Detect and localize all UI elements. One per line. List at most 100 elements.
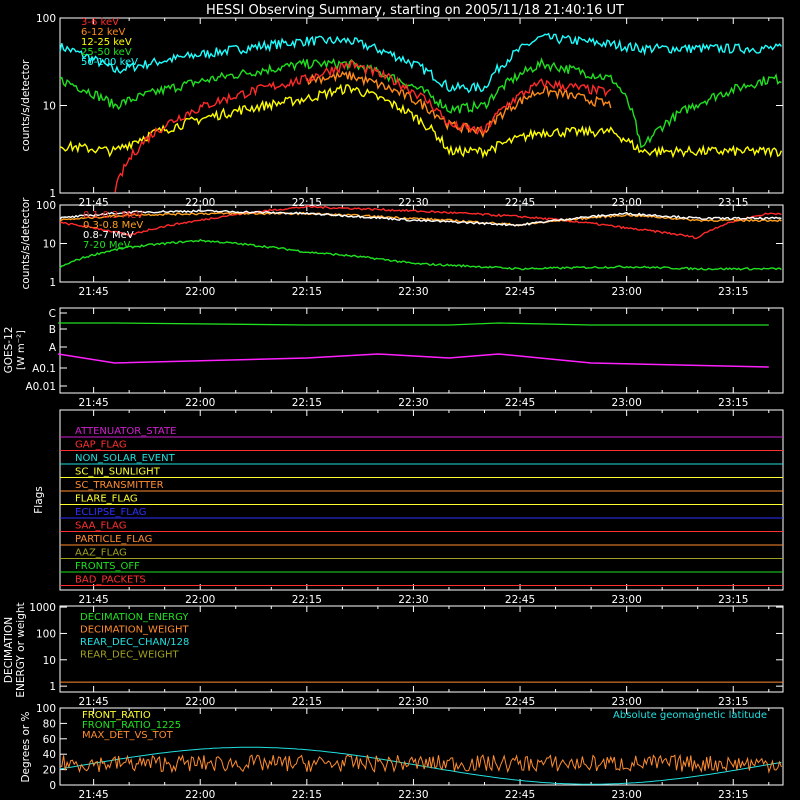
y-tick-label: 100 [36, 628, 56, 640]
y-axis-label: Degrees or % [20, 711, 32, 782]
y-tick-label: 0 [49, 780, 56, 792]
time-tick-label: 23:15 [718, 789, 748, 800]
y-axis-label: counts/s/detector [20, 197, 32, 290]
y-tick-label: 10 [43, 239, 56, 251]
time-tick-label: 22:45 [505, 696, 535, 708]
time-tick-label: 23:00 [612, 397, 642, 409]
time-tick-label: 23:15 [718, 594, 748, 606]
y-axis-label: Flags [33, 486, 45, 514]
time-tick-label: 23:15 [718, 397, 748, 409]
series-line [306, 70, 612, 139]
legend-entry: Absolute geomagnetic latitude [613, 710, 767, 721]
y-axis-label-2: ENERGY or weight [15, 602, 27, 697]
time-tick-label: 21:45 [78, 789, 108, 800]
flag-label: SC_IN_SUNLIGHT [75, 467, 161, 478]
legend-entry: DECIMATION_WEIGHT [80, 625, 189, 636]
panel-lightcurves-low: 21:45 22:00 22:15 22:30 22:45 23:00 23:15 [59, 17, 784, 209]
time-tick-label: 22:30 [398, 594, 428, 606]
time-tick-label: 23:15 [718, 696, 748, 708]
legend-entry: FRONT_RATIO_1225 [82, 720, 181, 731]
legend-entry: 6-12 keV [81, 27, 125, 38]
time-tick-label: 22:45 [505, 789, 535, 800]
time-tick-label: 21:45 [78, 696, 108, 708]
time-tick-label: 22:30 [398, 789, 428, 800]
flag-label: PARTICLE_FLAG [75, 534, 152, 545]
legend-entry: MAX_DET_VS_TOT [82, 730, 174, 741]
chart-ratios: 0 20 40 60 80 100 Degrees or % FRONT_RATIOFRONT… [20, 703, 782, 792]
time-tick-label: 22:30 [398, 286, 428, 298]
flag-label: ATTENUATOR_STATE [75, 426, 176, 437]
y-tick-label: 60 [43, 734, 56, 746]
flag-label: SAA_FLAG [75, 521, 126, 532]
chart-flags: Flags ATTENUATOR_STATE GAP_FLAG NON_SOLAR_E… [33, 426, 783, 586]
time-tick-label: 23:00 [612, 789, 642, 800]
time-tick-label: 21:45 [78, 397, 108, 409]
chart-lightcurves-high: 1 10 100 counts/s/detector 0.1-0.3 MeV0.3-0.… [20, 197, 783, 290]
y-tick-label: 1000 [29, 602, 56, 614]
flag-label: NON_SOLAR_EVENT [75, 453, 176, 464]
time-tick-label: 21:45 [78, 594, 108, 606]
time-tick-label: 22:15 [292, 286, 322, 298]
time-tick-label: 21:45 [78, 286, 108, 298]
panels: 21:45 22:00 22:15 22:30 22:45 23:00 23:15 21:45… [3, 13, 784, 800]
time-tick-label: 23:00 [612, 594, 642, 606]
flag-label: ECLIPSE_FLAG [75, 507, 146, 518]
time-tick-label: 21:45 [78, 197, 108, 209]
y-tick-label: 1 [49, 277, 56, 289]
y-axis-unit: [W m⁻²] [16, 330, 27, 370]
legend-entry: 0.8-7 MeV [83, 230, 134, 241]
y-tick-label: A [49, 342, 57, 354]
y-tick-label: 80 [43, 718, 56, 730]
y-axis-label: DECIMATION [3, 617, 15, 683]
time-tick-label: 22:00 [185, 197, 215, 209]
time-tick-label: 23:15 [718, 197, 748, 209]
series-line [58, 322, 769, 326]
time-tick-label: 22:45 [505, 397, 535, 409]
time-tick-label: 23:00 [612, 286, 642, 298]
time-tick-label: 22:15 [292, 696, 322, 708]
legend-entry: FRONT_RATIO [82, 710, 151, 721]
y-tick-label: 100 [36, 200, 56, 212]
chart-goes: CBA A0.1 A0.01 GOES-12 [W m⁻²] [3, 308, 769, 393]
series-line [59, 57, 782, 149]
flag-label: FRONTS_OFF [75, 561, 140, 572]
y-axis-label: counts/s/detector [20, 59, 32, 152]
time-tick-label: 22:15 [292, 594, 322, 606]
legend-entry: 12-25 keV [81, 37, 132, 48]
series-line [114, 59, 612, 193]
time-tick-label: 22:00 [185, 286, 215, 298]
y-tick-label: C [49, 308, 56, 320]
legend-entry: 0.3-0.8 MeV [83, 220, 143, 231]
series-line [59, 753, 782, 774]
time-tick-label: 23:15 [718, 286, 748, 298]
y-tick-label: 10 [43, 655, 56, 667]
flag-label: AAZ_FLAG [75, 548, 127, 559]
panel-decimation: 21:45 22:00 22:15 22:30 22:45 23:00 23:15 [59, 605, 784, 708]
time-tick-label: 22:45 [505, 286, 535, 298]
series-line [59, 238, 782, 271]
time-tick-label: 22:00 [185, 594, 215, 606]
time-tick-label: 22:15 [292, 789, 322, 800]
time-tick-label: 23:00 [612, 696, 642, 708]
y-tick-label: 10 [43, 101, 56, 113]
legend-entry: 50-100 keV [81, 57, 138, 68]
panel-ratios: 21:45 22:00 22:15 22:30 22:45 23:00 23:15 [59, 707, 784, 800]
y-tick-label: B [49, 324, 56, 336]
panel-frame [59, 707, 784, 786]
legend-entry: 0.1-0.3 MeV [83, 210, 143, 221]
legend-entry: REAR_DEC_WEIGHT [80, 650, 179, 661]
time-tick-label: 22:30 [398, 197, 428, 209]
legend-entry: REAR_DEC_CHAN/128 [80, 637, 189, 648]
time-tick-label: 22:30 [398, 397, 428, 409]
series-line [59, 746, 782, 785]
y-tick-label: 1 [49, 188, 56, 200]
panel-frame [59, 307, 784, 394]
legend-entry: 7-20 MeV [83, 240, 131, 251]
flag-label: BAD_PACKETS [75, 575, 146, 586]
legend-entry: DECIMATION_ENERGY [80, 612, 189, 623]
series-line [59, 32, 782, 94]
time-tick-label: 22:45 [505, 197, 535, 209]
legend-entry: 3-6 keV [81, 17, 119, 28]
series-line [57, 353, 769, 368]
